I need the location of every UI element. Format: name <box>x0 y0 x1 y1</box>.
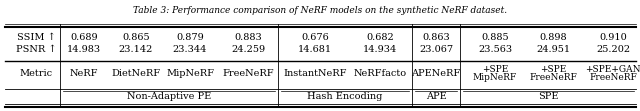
Text: 24.951: 24.951 <box>536 45 570 54</box>
Text: Table 3: Performance comparison of NeRF models on the synthetic NeRF dataset.: Table 3: Performance comparison of NeRF … <box>133 7 507 16</box>
Text: 25.202: 25.202 <box>596 45 630 54</box>
Text: 14.934: 14.934 <box>363 45 397 54</box>
Text: SPE: SPE <box>538 91 559 100</box>
Text: Hash Encoding: Hash Encoding <box>307 91 383 100</box>
Text: 0.676: 0.676 <box>301 33 329 42</box>
Text: MipNeRF: MipNeRF <box>166 68 214 77</box>
Text: FreeNeRF: FreeNeRF <box>589 73 637 82</box>
Text: +SPE+GAN: +SPE+GAN <box>585 64 640 73</box>
Text: 0.879: 0.879 <box>176 33 204 42</box>
Text: APENeRF: APENeRF <box>412 68 461 77</box>
Text: 0.885: 0.885 <box>481 33 509 42</box>
Text: SSIM ↑: SSIM ↑ <box>17 33 56 42</box>
Text: 23.344: 23.344 <box>173 45 207 54</box>
Text: 0.910: 0.910 <box>599 33 627 42</box>
Text: 14.983: 14.983 <box>67 45 101 54</box>
Text: PSNR ↑: PSNR ↑ <box>16 45 56 54</box>
Text: 14.681: 14.681 <box>298 45 332 54</box>
Text: 0.865: 0.865 <box>122 33 150 42</box>
Text: FreeNeRF: FreeNeRF <box>529 73 577 82</box>
Text: InstantNeRF: InstantNeRF <box>284 68 347 77</box>
Text: +SPE: +SPE <box>482 64 508 73</box>
Text: DietNeRF: DietNeRF <box>111 68 161 77</box>
Text: 0.863: 0.863 <box>422 33 450 42</box>
Text: 0.682: 0.682 <box>366 33 394 42</box>
Text: APE: APE <box>426 91 446 100</box>
Text: NeRFfacto: NeRFfacto <box>353 68 406 77</box>
Text: +SPE: +SPE <box>540 64 566 73</box>
Text: FreeNeRF: FreeNeRF <box>222 68 274 77</box>
Text: 0.898: 0.898 <box>539 33 567 42</box>
Text: NeRF: NeRF <box>70 68 99 77</box>
Text: Non-Adaptive PE: Non-Adaptive PE <box>127 91 211 100</box>
Text: 0.883: 0.883 <box>234 33 262 42</box>
Text: Metric: Metric <box>19 68 52 77</box>
Text: MipNeRF: MipNeRF <box>473 73 517 82</box>
Text: 23.563: 23.563 <box>478 45 512 54</box>
Text: 0.689: 0.689 <box>70 33 98 42</box>
Text: 23.067: 23.067 <box>419 45 453 54</box>
Text: 23.142: 23.142 <box>119 45 153 54</box>
Text: 24.259: 24.259 <box>231 45 265 54</box>
